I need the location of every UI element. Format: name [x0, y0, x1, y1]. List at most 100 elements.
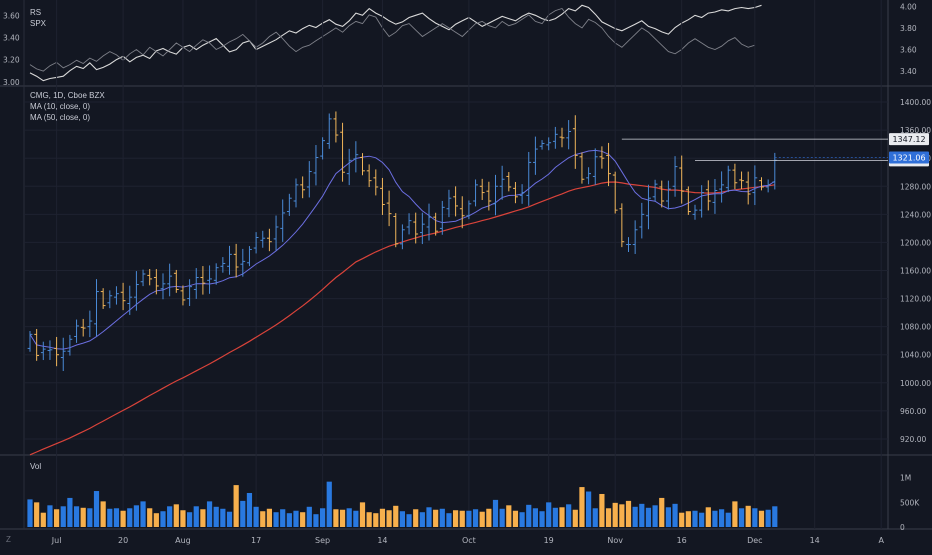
volume-bar[interactable]	[745, 505, 751, 527]
volume-bar[interactable]	[393, 505, 399, 527]
timezone-corner-label[interactable]: Z	[6, 535, 11, 544]
volume-bar[interactable]	[413, 509, 419, 527]
volume-bar[interactable]	[386, 510, 392, 527]
volume-bar[interactable]	[472, 509, 479, 527]
volume-bar[interactable]	[240, 500, 246, 527]
volume-bar[interactable]	[93, 491, 100, 527]
volume-bar[interactable]	[200, 509, 206, 527]
volume-bar[interactable]	[353, 510, 359, 527]
volume-bar[interactable]	[692, 510, 698, 527]
volume-bar[interactable]	[213, 506, 219, 527]
volume-bar[interactable]	[127, 508, 133, 527]
volume-bar[interactable]	[453, 510, 459, 527]
volume-bar[interactable]	[153, 513, 159, 527]
volume-bar[interactable]	[752, 508, 758, 527]
volume-bar[interactable]	[359, 502, 366, 527]
volume-bar[interactable]	[193, 506, 199, 527]
volume-bar[interactable]	[246, 492, 253, 527]
volume-bar[interactable]	[339, 509, 346, 527]
volume-legend-label[interactable]: Vol	[30, 462, 42, 471]
volume-bar[interactable]	[187, 512, 193, 527]
volume-bar[interactable]	[645, 507, 652, 527]
volume-bar[interactable]	[300, 512, 306, 527]
volume-bar[interactable]	[253, 506, 259, 527]
volume-bar[interactable]	[233, 485, 239, 527]
volume-bar[interactable]	[479, 511, 485, 527]
volume-bar[interactable]	[40, 512, 46, 527]
volume-bar[interactable]	[306, 506, 312, 527]
volume-bar[interactable]	[605, 508, 612, 527]
volume-bar[interactable]	[758, 510, 765, 527]
volume-bar[interactable]	[226, 511, 233, 527]
volume-bar[interactable]	[712, 510, 718, 527]
volume-bar[interactable]	[466, 510, 472, 527]
volume-bar[interactable]	[512, 510, 519, 527]
volume-bar[interactable]	[719, 509, 725, 527]
volume-bar[interactable]	[73, 506, 80, 527]
volume-bar[interactable]	[612, 502, 618, 527]
volume-bar[interactable]	[659, 497, 665, 527]
volume-bar[interactable]	[559, 507, 565, 527]
volume-bar[interactable]	[599, 493, 605, 527]
volume-bar[interactable]	[639, 503, 645, 527]
volume-bar[interactable]	[406, 514, 412, 527]
volume-bar[interactable]	[140, 501, 146, 527]
volume-bar[interactable]	[280, 509, 286, 527]
volume-bar[interactable]	[592, 508, 598, 527]
volume-bar[interactable]	[399, 511, 405, 527]
volume-bar[interactable]	[379, 508, 386, 527]
volume-bar[interactable]	[546, 502, 552, 527]
volume-bar[interactable]	[346, 508, 352, 527]
volume-bar[interactable]	[672, 503, 678, 527]
volume-bar[interactable]	[652, 505, 658, 527]
volume-bar[interactable]	[34, 502, 40, 527]
volume-bar[interactable]	[446, 513, 452, 527]
volume-bar[interactable]	[113, 508, 120, 527]
volume-bar[interactable]	[326, 481, 332, 527]
volume-bar[interactable]	[373, 513, 379, 527]
volume-bar[interactable]	[107, 508, 113, 527]
volume-bar[interactable]	[27, 499, 33, 527]
volume-bar[interactable]	[120, 510, 126, 527]
volume-bar[interactable]	[492, 499, 499, 527]
volume-bar[interactable]	[80, 507, 86, 527]
volume-bar[interactable]	[539, 511, 545, 527]
volume-bar[interactable]	[526, 504, 532, 527]
volume-bar[interactable]	[47, 505, 53, 527]
volume-bar[interactable]	[586, 491, 592, 527]
volume-bar[interactable]	[632, 506, 638, 527]
volume-bar[interactable]	[419, 512, 425, 527]
volume-bar[interactable]	[685, 511, 691, 527]
volume-bar[interactable]	[499, 508, 505, 527]
volume-bar[interactable]	[625, 500, 632, 527]
volume-bar[interactable]	[167, 506, 173, 527]
volume-bar[interactable]	[273, 512, 279, 527]
volume-bar[interactable]	[100, 501, 106, 527]
volume-bar[interactable]	[738, 508, 745, 527]
volume-bar[interactable]	[579, 487, 585, 527]
volume-bar[interactable]	[220, 508, 226, 527]
volume-bar[interactable]	[532, 508, 538, 527]
price-legend-ma50[interactable]: MA (50, close, 0)	[30, 113, 91, 122]
volume-bar[interactable]	[206, 501, 213, 527]
volume-bar[interactable]	[619, 504, 625, 527]
volume-bar[interactable]	[486, 508, 492, 527]
volume-bar[interactable]	[679, 512, 685, 527]
volume-bar[interactable]	[725, 512, 731, 527]
volume-bar[interactable]	[765, 509, 771, 527]
volume-bar[interactable]	[699, 512, 705, 527]
volume-bar[interactable]	[433, 509, 439, 527]
volume-bar[interactable]	[439, 508, 445, 527]
volume-bar[interactable]	[180, 510, 186, 527]
volume-bar[interactable]	[566, 504, 572, 527]
volume-bar[interactable]	[732, 501, 738, 527]
volume-bar[interactable]	[426, 507, 432, 527]
volume-bar[interactable]	[506, 505, 512, 527]
volume-bar[interactable]	[772, 506, 778, 527]
volume-bar[interactable]	[293, 510, 299, 527]
volume-bar[interactable]	[572, 509, 578, 527]
volume-bar[interactable]	[366, 512, 372, 527]
volume-bar[interactable]	[260, 511, 266, 527]
